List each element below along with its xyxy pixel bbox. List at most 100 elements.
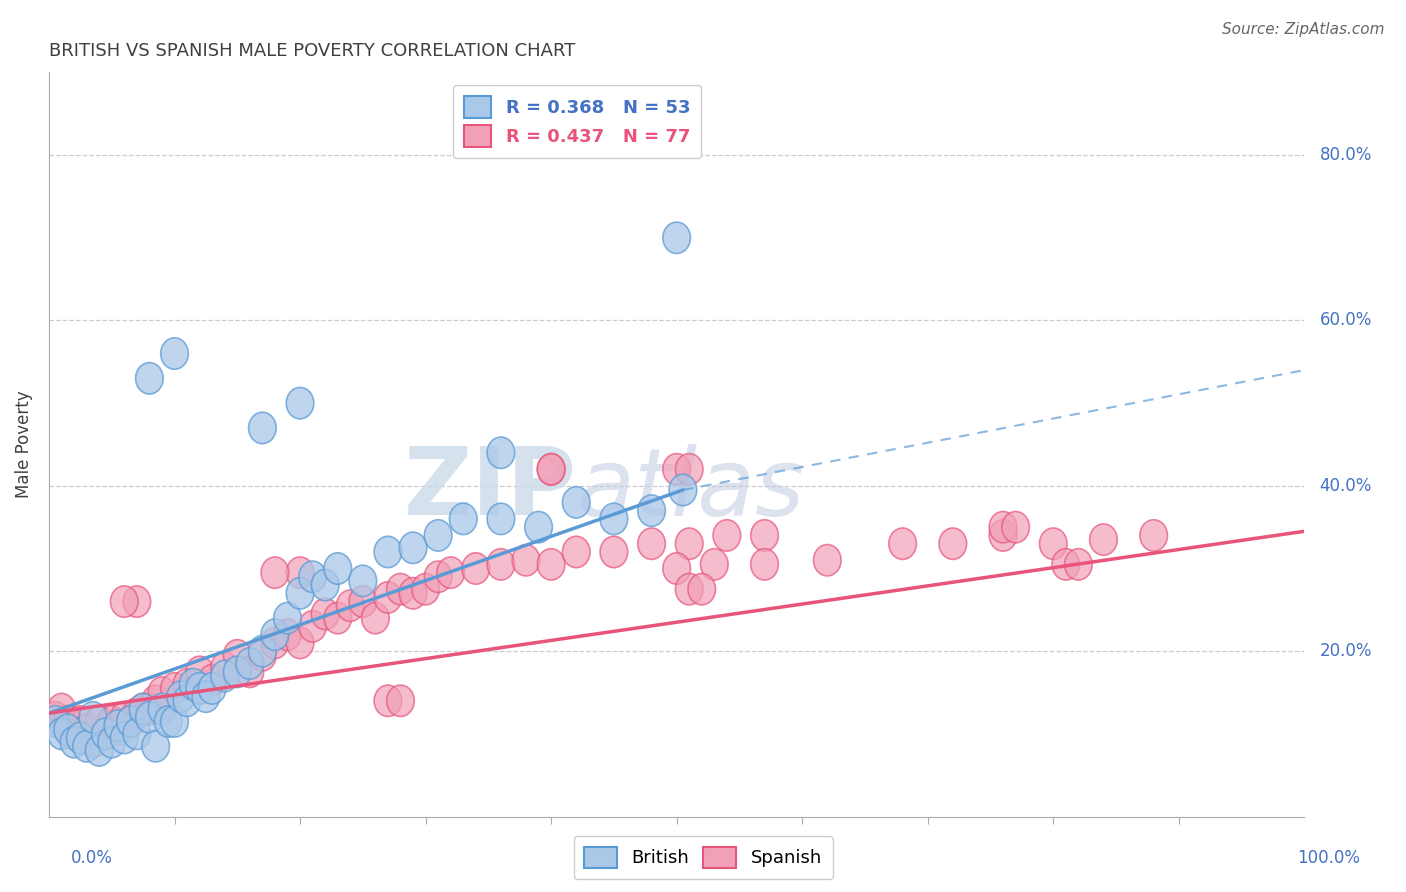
Ellipse shape bbox=[1052, 549, 1080, 580]
Y-axis label: Male Poverty: Male Poverty bbox=[15, 391, 32, 499]
Text: 100.0%: 100.0% bbox=[1298, 849, 1360, 867]
Ellipse shape bbox=[537, 549, 565, 580]
Text: 20.0%: 20.0% bbox=[1319, 642, 1372, 660]
Text: Source: ZipAtlas.com: Source: ZipAtlas.com bbox=[1222, 22, 1385, 37]
Ellipse shape bbox=[148, 677, 176, 708]
Ellipse shape bbox=[662, 553, 690, 584]
Ellipse shape bbox=[211, 660, 239, 691]
Legend: British, Spanish: British, Spanish bbox=[574, 836, 832, 879]
Ellipse shape bbox=[224, 640, 252, 671]
Ellipse shape bbox=[336, 590, 364, 622]
Ellipse shape bbox=[425, 561, 451, 592]
Ellipse shape bbox=[262, 619, 288, 650]
Ellipse shape bbox=[437, 557, 464, 589]
Text: 40.0%: 40.0% bbox=[1319, 477, 1372, 495]
Ellipse shape bbox=[262, 557, 288, 589]
Ellipse shape bbox=[412, 574, 440, 605]
Ellipse shape bbox=[41, 702, 69, 733]
Ellipse shape bbox=[1090, 524, 1118, 556]
Ellipse shape bbox=[48, 693, 76, 725]
Ellipse shape bbox=[274, 602, 301, 634]
Ellipse shape bbox=[135, 363, 163, 394]
Ellipse shape bbox=[287, 557, 314, 589]
Ellipse shape bbox=[814, 544, 841, 576]
Ellipse shape bbox=[48, 718, 76, 749]
Ellipse shape bbox=[669, 475, 697, 506]
Ellipse shape bbox=[889, 528, 917, 559]
Ellipse shape bbox=[939, 528, 967, 559]
Ellipse shape bbox=[700, 549, 728, 580]
Ellipse shape bbox=[311, 569, 339, 600]
Ellipse shape bbox=[198, 665, 226, 696]
Ellipse shape bbox=[450, 503, 477, 534]
Ellipse shape bbox=[537, 453, 565, 485]
Ellipse shape bbox=[1039, 528, 1067, 559]
Ellipse shape bbox=[751, 520, 779, 551]
Ellipse shape bbox=[311, 599, 339, 630]
Ellipse shape bbox=[349, 586, 377, 617]
Ellipse shape bbox=[675, 574, 703, 605]
Ellipse shape bbox=[167, 681, 194, 713]
Ellipse shape bbox=[287, 627, 314, 658]
Ellipse shape bbox=[486, 549, 515, 580]
Ellipse shape bbox=[79, 702, 107, 733]
Ellipse shape bbox=[662, 222, 690, 253]
Ellipse shape bbox=[117, 706, 145, 737]
Ellipse shape bbox=[675, 528, 703, 559]
Ellipse shape bbox=[249, 635, 276, 667]
Ellipse shape bbox=[186, 673, 214, 704]
Ellipse shape bbox=[148, 693, 176, 725]
Ellipse shape bbox=[463, 553, 489, 584]
Ellipse shape bbox=[124, 586, 150, 617]
Ellipse shape bbox=[236, 657, 264, 688]
Ellipse shape bbox=[86, 706, 112, 737]
Ellipse shape bbox=[688, 574, 716, 605]
Ellipse shape bbox=[135, 693, 163, 725]
Ellipse shape bbox=[287, 387, 314, 419]
Ellipse shape bbox=[211, 652, 239, 683]
Ellipse shape bbox=[129, 693, 157, 725]
Ellipse shape bbox=[537, 453, 565, 485]
Ellipse shape bbox=[387, 685, 415, 716]
Ellipse shape bbox=[262, 627, 288, 658]
Ellipse shape bbox=[249, 640, 276, 671]
Ellipse shape bbox=[249, 412, 276, 443]
Ellipse shape bbox=[104, 710, 132, 741]
Ellipse shape bbox=[129, 693, 157, 725]
Ellipse shape bbox=[512, 544, 540, 576]
Ellipse shape bbox=[111, 702, 138, 733]
Ellipse shape bbox=[713, 520, 741, 551]
Text: BRITISH VS SPANISH MALE POVERTY CORRELATION CHART: BRITISH VS SPANISH MALE POVERTY CORRELAT… bbox=[49, 42, 575, 60]
Ellipse shape bbox=[193, 681, 219, 713]
Ellipse shape bbox=[374, 536, 402, 567]
Ellipse shape bbox=[86, 735, 112, 766]
Ellipse shape bbox=[562, 487, 591, 518]
Ellipse shape bbox=[104, 714, 132, 746]
Ellipse shape bbox=[1140, 520, 1167, 551]
Ellipse shape bbox=[662, 453, 690, 485]
Ellipse shape bbox=[186, 657, 214, 688]
Text: 80.0%: 80.0% bbox=[1319, 146, 1372, 164]
Ellipse shape bbox=[399, 533, 427, 564]
Ellipse shape bbox=[236, 648, 264, 680]
Ellipse shape bbox=[990, 520, 1017, 551]
Ellipse shape bbox=[675, 453, 703, 485]
Ellipse shape bbox=[990, 511, 1017, 543]
Ellipse shape bbox=[135, 702, 163, 733]
Ellipse shape bbox=[486, 503, 515, 534]
Ellipse shape bbox=[41, 706, 69, 737]
Ellipse shape bbox=[299, 561, 326, 592]
Ellipse shape bbox=[1002, 511, 1029, 543]
Ellipse shape bbox=[173, 668, 201, 700]
Ellipse shape bbox=[117, 706, 145, 737]
Ellipse shape bbox=[124, 718, 150, 749]
Ellipse shape bbox=[274, 619, 301, 650]
Ellipse shape bbox=[98, 706, 125, 737]
Ellipse shape bbox=[287, 578, 314, 609]
Ellipse shape bbox=[486, 437, 515, 468]
Ellipse shape bbox=[425, 520, 451, 551]
Ellipse shape bbox=[198, 673, 226, 704]
Ellipse shape bbox=[387, 574, 415, 605]
Ellipse shape bbox=[98, 726, 125, 758]
Text: 0.0%: 0.0% bbox=[70, 849, 112, 867]
